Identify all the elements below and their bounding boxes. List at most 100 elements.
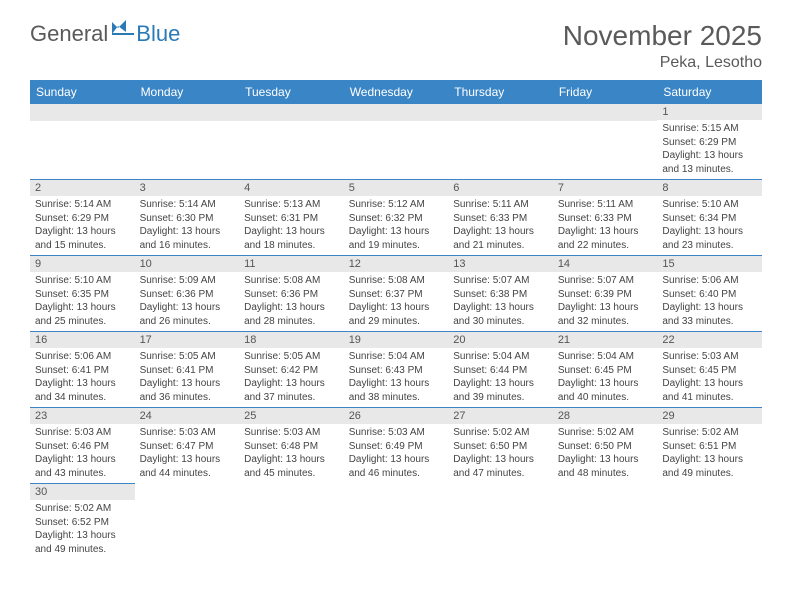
- logo: General Blue: [30, 20, 180, 47]
- day-line: Sunrise: 5:04 AM: [453, 350, 548, 364]
- day-line: Daylight: 13 hours: [35, 377, 130, 391]
- calendar-cell: 1Sunrise: 5:15 AMSunset: 6:29 PMDaylight…: [657, 104, 762, 180]
- day-line: Daylight: 13 hours: [453, 453, 548, 467]
- day-content: Sunrise: 5:13 AMSunset: 6:31 PMDaylight:…: [239, 196, 344, 255]
- calendar-cell: 22Sunrise: 5:03 AMSunset: 6:45 PMDayligh…: [657, 332, 762, 408]
- calendar-cell: 23Sunrise: 5:03 AMSunset: 6:46 PMDayligh…: [30, 408, 135, 484]
- day-number: 26: [344, 408, 449, 424]
- day-content: Sunrise: 5:05 AMSunset: 6:42 PMDaylight:…: [239, 348, 344, 407]
- day-number: 14: [553, 256, 658, 272]
- day-line: and 49 minutes.: [35, 543, 130, 557]
- day-line: Sunset: 6:45 PM: [558, 364, 653, 378]
- calendar-cell: 17Sunrise: 5:05 AMSunset: 6:41 PMDayligh…: [135, 332, 240, 408]
- calendar-cell: 3Sunrise: 5:14 AMSunset: 6:30 PMDaylight…: [135, 180, 240, 256]
- calendar-cell: [135, 484, 240, 560]
- day-line: Sunrise: 5:12 AM: [349, 198, 444, 212]
- day-line: Sunrise: 5:07 AM: [453, 274, 548, 288]
- calendar-cell: 6Sunrise: 5:11 AMSunset: 6:33 PMDaylight…: [448, 180, 553, 256]
- flag-icon: [112, 20, 134, 41]
- day-line: Sunset: 6:50 PM: [453, 440, 548, 454]
- day-line: Sunset: 6:29 PM: [35, 212, 130, 226]
- day-number: 21: [553, 332, 658, 348]
- day-header: Friday: [553, 80, 658, 104]
- day-line: and 43 minutes.: [35, 467, 130, 481]
- day-content: Sunrise: 5:07 AMSunset: 6:38 PMDaylight:…: [448, 272, 553, 331]
- calendar-cell: 20Sunrise: 5:04 AMSunset: 6:44 PMDayligh…: [448, 332, 553, 408]
- day-number: 4: [239, 180, 344, 196]
- day-line: and 37 minutes.: [244, 391, 339, 405]
- day-line: Sunrise: 5:14 AM: [35, 198, 130, 212]
- day-line: Daylight: 13 hours: [140, 225, 235, 239]
- calendar-cell: 19Sunrise: 5:04 AMSunset: 6:43 PMDayligh…: [344, 332, 449, 408]
- day-content: Sunrise: 5:11 AMSunset: 6:33 PMDaylight:…: [448, 196, 553, 255]
- day-line: Daylight: 13 hours: [662, 377, 757, 391]
- calendar-cell: 25Sunrise: 5:03 AMSunset: 6:48 PMDayligh…: [239, 408, 344, 484]
- day-header: Sunday: [30, 80, 135, 104]
- day-number: 28: [553, 408, 658, 424]
- calendar-cell: 28Sunrise: 5:02 AMSunset: 6:50 PMDayligh…: [553, 408, 658, 484]
- day-line: and 38 minutes.: [349, 391, 444, 405]
- day-line: Daylight: 13 hours: [558, 225, 653, 239]
- day-line: Sunset: 6:45 PM: [662, 364, 757, 378]
- day-content: Sunrise: 5:08 AMSunset: 6:36 PMDaylight:…: [239, 272, 344, 331]
- day-line: Sunset: 6:51 PM: [662, 440, 757, 454]
- day-number: 13: [448, 256, 553, 272]
- day-line: Daylight: 13 hours: [140, 377, 235, 391]
- day-number: 23: [30, 408, 135, 424]
- day-line: Daylight: 13 hours: [453, 377, 548, 391]
- day-header: Saturday: [657, 80, 762, 104]
- day-line: Sunset: 6:43 PM: [349, 364, 444, 378]
- calendar-row: 2Sunrise: 5:14 AMSunset: 6:29 PMDaylight…: [30, 180, 762, 256]
- day-line: Sunrise: 5:03 AM: [35, 426, 130, 440]
- calendar-table: Sunday Monday Tuesday Wednesday Thursday…: [30, 80, 762, 559]
- day-content: Sunrise: 5:04 AMSunset: 6:44 PMDaylight:…: [448, 348, 553, 407]
- day-number: 18: [239, 332, 344, 348]
- day-line: and 49 minutes.: [662, 467, 757, 481]
- day-line: and 18 minutes.: [244, 239, 339, 253]
- day-line: and 48 minutes.: [558, 467, 653, 481]
- day-line: Sunrise: 5:08 AM: [349, 274, 444, 288]
- day-header: Thursday: [448, 80, 553, 104]
- calendar-cell: 24Sunrise: 5:03 AMSunset: 6:47 PMDayligh…: [135, 408, 240, 484]
- logo-text-general: General: [30, 21, 108, 47]
- empty-day-bar: [448, 104, 553, 121]
- calendar-row: 16Sunrise: 5:06 AMSunset: 6:41 PMDayligh…: [30, 332, 762, 408]
- day-number: 22: [657, 332, 762, 348]
- day-line: Daylight: 13 hours: [349, 301, 444, 315]
- day-line: Daylight: 13 hours: [558, 377, 653, 391]
- day-line: Daylight: 13 hours: [35, 225, 130, 239]
- day-line: Daylight: 13 hours: [662, 225, 757, 239]
- day-line: Sunset: 6:34 PM: [662, 212, 757, 226]
- day-number: 1: [657, 104, 762, 120]
- day-number: 5: [344, 180, 449, 196]
- day-line: Sunset: 6:48 PM: [244, 440, 339, 454]
- day-header: Tuesday: [239, 80, 344, 104]
- calendar-cell: [448, 104, 553, 180]
- day-content: Sunrise: 5:10 AMSunset: 6:34 PMDaylight:…: [657, 196, 762, 255]
- day-content: Sunrise: 5:03 AMSunset: 6:48 PMDaylight:…: [239, 424, 344, 483]
- day-line: Sunset: 6:37 PM: [349, 288, 444, 302]
- day-line: Daylight: 13 hours: [140, 301, 235, 315]
- day-line: Daylight: 13 hours: [35, 301, 130, 315]
- empty-day-bar: [239, 104, 344, 121]
- calendar-cell: [553, 484, 658, 560]
- calendar-cell: 27Sunrise: 5:02 AMSunset: 6:50 PMDayligh…: [448, 408, 553, 484]
- day-line: Sunset: 6:50 PM: [558, 440, 653, 454]
- day-line: and 34 minutes.: [35, 391, 130, 405]
- day-header-row: Sunday Monday Tuesday Wednesday Thursday…: [30, 80, 762, 104]
- calendar-cell: 5Sunrise: 5:12 AMSunset: 6:32 PMDaylight…: [344, 180, 449, 256]
- day-line: Sunset: 6:32 PM: [349, 212, 444, 226]
- day-content: Sunrise: 5:14 AMSunset: 6:30 PMDaylight:…: [135, 196, 240, 255]
- day-content: Sunrise: 5:11 AMSunset: 6:33 PMDaylight:…: [553, 196, 658, 255]
- day-line: and 28 minutes.: [244, 315, 339, 329]
- calendar-row: 23Sunrise: 5:03 AMSunset: 6:46 PMDayligh…: [30, 408, 762, 484]
- calendar-cell: 8Sunrise: 5:10 AMSunset: 6:34 PMDaylight…: [657, 180, 762, 256]
- day-content: Sunrise: 5:05 AMSunset: 6:41 PMDaylight:…: [135, 348, 240, 407]
- day-line: and 23 minutes.: [662, 239, 757, 253]
- calendar-cell: [448, 484, 553, 560]
- day-line: and 21 minutes.: [453, 239, 548, 253]
- empty-day-bar: [553, 104, 658, 121]
- calendar-cell: [344, 104, 449, 180]
- day-line: Sunset: 6:35 PM: [35, 288, 130, 302]
- day-line: Sunrise: 5:10 AM: [35, 274, 130, 288]
